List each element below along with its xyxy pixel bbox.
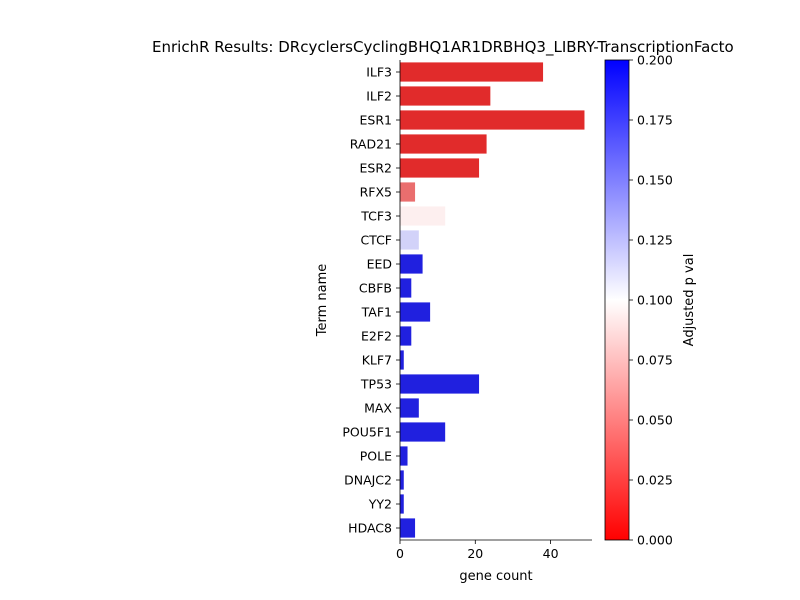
colorbar-gradient	[604, 59, 630, 541]
y-tick-label: TCF3	[360, 209, 392, 224]
y-tick-label: HDAC8	[348, 521, 392, 536]
colorbar-tick-label: 0.200	[637, 53, 673, 68]
y-tick-label: DNAJC2	[344, 473, 392, 488]
colorbar-tick-label: 0.075	[637, 353, 673, 368]
y-axis-label: Term name	[315, 264, 330, 338]
colorbar-tick-label: 0.025	[637, 473, 673, 488]
x-axis-label: gene count	[459, 569, 532, 584]
bar-ctcf	[400, 230, 419, 250]
bar-tcf3	[400, 206, 446, 226]
y-tick-label: KLF7	[362, 353, 392, 368]
y-tick-label: RFX5	[360, 185, 392, 200]
y-tick-label: CTCF	[360, 233, 392, 248]
bar-rfx5	[400, 182, 416, 202]
bar-esr2	[400, 158, 480, 178]
y-tick-label: MAX	[364, 401, 392, 416]
bar-yy2	[400, 494, 404, 514]
bar-klf7	[400, 350, 404, 370]
bar-ilf2	[400, 86, 491, 106]
y-tick-label: POLE	[360, 449, 392, 464]
bar-pole	[400, 446, 408, 466]
bar-tp53	[400, 374, 480, 394]
x-tick-label: 0	[396, 546, 404, 561]
colorbar-tick-label: 0.100	[637, 293, 673, 308]
colorbar-tick-label: 0.050	[637, 413, 673, 428]
colorbar-label: Adjusted p val	[682, 254, 697, 347]
bar-rad21	[400, 134, 487, 154]
colorbar: 0.000 0.025 0.050 0.075 0.100 0.125 0.150 0.175…	[604, 53, 673, 548]
y-tick-label: ESR2	[360, 161, 392, 176]
x-tick-label: 20	[467, 546, 483, 561]
colorbar-tick-label: 0.175	[637, 113, 673, 128]
plot-area: ILF3 ILF2 ESR1 RAD21 ESR2 RFX5 TCF3 CTCF EED CBFB…	[342, 60, 592, 561]
bar-taf1	[400, 302, 431, 322]
colorbar-tick-label: 0.000	[637, 533, 673, 548]
chart-title: EnrichR Results: DRcyclersCyclingBHQ1AR1…	[152, 38, 734, 57]
y-tick-label: TP53	[360, 377, 392, 392]
bar-pou5f1	[400, 422, 446, 442]
x-tick-label: 40	[543, 546, 559, 561]
y-tick-label: ESR1	[360, 113, 392, 128]
bar-eed	[400, 254, 423, 274]
y-tick-label: EED	[367, 257, 392, 272]
bar-cbfb	[400, 278, 412, 298]
y-tick-label: YY2	[368, 497, 392, 512]
bar-dnajc2	[400, 470, 404, 490]
y-tick-label: ILF3	[366, 65, 392, 80]
bar-max	[400, 398, 419, 418]
bar-e2f2	[400, 326, 412, 346]
bar-esr1	[400, 110, 585, 130]
bar-hdac8	[400, 518, 416, 538]
colorbar-tick-label: 0.125	[637, 233, 673, 248]
y-tick-label: ILF2	[366, 89, 392, 104]
y-tick-label: TAF1	[361, 305, 392, 320]
y-tick-label: POU5F1	[342, 425, 392, 440]
y-tick-label: CBFB	[359, 281, 392, 296]
bar-ilf3	[400, 62, 544, 82]
colorbar-tick-label: 0.150	[637, 173, 673, 188]
y-tick-label: E2F2	[361, 329, 392, 344]
y-tick-label: RAD21	[350, 137, 392, 152]
